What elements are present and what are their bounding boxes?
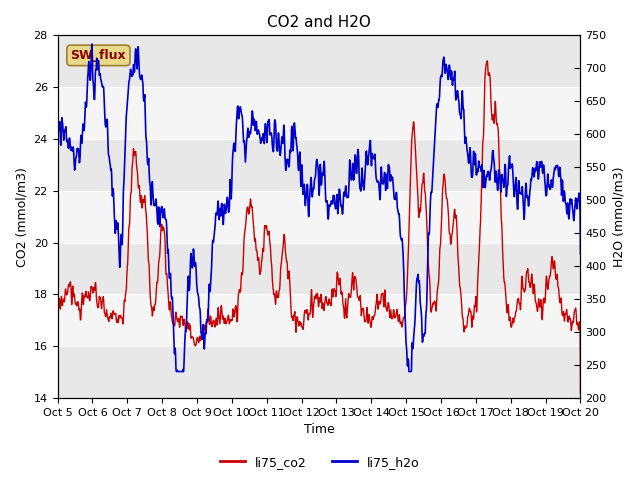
Text: SW_flux: SW_flux [70,49,126,62]
Y-axis label: H2O (mmol/m3): H2O (mmol/m3) [612,167,625,267]
Bar [58,191,580,242]
Bar [58,139,580,191]
Bar [58,294,580,346]
Title: CO2 and H2O: CO2 and H2O [267,15,371,30]
Bar [58,87,580,139]
Bar [58,36,580,87]
Bar [58,242,580,294]
X-axis label: Time: Time [303,423,334,436]
Legend: li75_co2, li75_h2o: li75_co2, li75_h2o [215,451,425,474]
Y-axis label: CO2 (mmol/m3): CO2 (mmol/m3) [15,167,28,266]
Bar [58,346,580,398]
